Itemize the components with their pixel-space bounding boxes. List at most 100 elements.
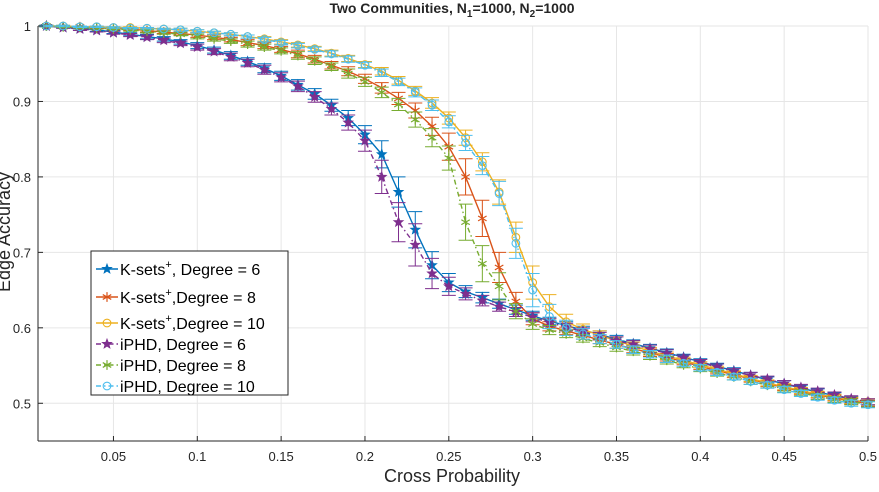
marker-circle <box>494 189 504 198</box>
marker-circle <box>762 380 772 390</box>
marker-asterisk <box>276 46 286 56</box>
marker-circle <box>377 68 387 78</box>
marker-star <box>392 185 405 197</box>
marker-circle <box>192 26 202 36</box>
marker-star <box>157 34 170 46</box>
marker-asterisk <box>427 132 437 143</box>
marker-asterisk <box>293 50 303 61</box>
marker-asterisk <box>377 87 387 98</box>
x-tick-label: 0.35 <box>604 449 629 464</box>
legend-box <box>90 250 289 396</box>
y-tick-label: 0.9 <box>13 94 31 109</box>
marker-circle <box>612 340 621 349</box>
legend-entry-4: iPHD, Degree = 6 <box>96 337 246 354</box>
marker-star <box>476 294 489 306</box>
error-bar <box>307 46 322 53</box>
marker-circle <box>92 22 102 32</box>
marker-circle <box>846 398 856 408</box>
marker-circle <box>662 354 672 364</box>
marker-asterisk <box>444 153 454 163</box>
marker-star <box>101 337 113 349</box>
marker-circle <box>695 363 705 373</box>
legend-label: iPHD, Degree = 8 <box>120 358 246 375</box>
y-axis-label: Edge Accuracy <box>0 172 14 292</box>
marker-circle <box>109 23 118 32</box>
x-tick-label: 0.05 <box>101 449 126 464</box>
series-line <box>46 25 869 403</box>
legend-label: iPHD, Degree = 6 <box>120 337 246 354</box>
y-tick-label: 0.5 <box>13 396 31 411</box>
marker-circle <box>461 138 470 148</box>
x-tick-label: 0.45 <box>772 449 797 464</box>
marker-star <box>409 238 422 250</box>
marker-star <box>459 287 472 299</box>
marker-asterisk <box>528 319 538 329</box>
marker-circle <box>360 60 370 70</box>
marker-star <box>141 31 153 43</box>
error-bar <box>223 32 238 37</box>
marker-circle <box>343 54 353 64</box>
marker-circle <box>746 376 756 386</box>
marker-asterisk <box>477 258 487 269</box>
legend: K-sets+, Degree = 6 K-sets+,Degree = 8 K-s… <box>90 250 289 396</box>
marker-asterisk <box>102 292 112 302</box>
marker-asterisk <box>494 281 504 292</box>
marker-circle <box>394 77 403 87</box>
marker-circle <box>159 24 169 34</box>
marker-circle <box>813 392 823 402</box>
marker-star <box>101 262 113 274</box>
marker-asterisk <box>461 217 471 228</box>
marker-asterisk <box>102 360 112 370</box>
error-bar <box>257 36 272 43</box>
marker-star <box>342 116 355 128</box>
legend-entry-1: K-sets+, Degree = 6 <box>96 259 260 279</box>
legend-entry-2: K-sets+,Degree = 8 <box>96 287 256 307</box>
marker-star <box>443 280 455 292</box>
marker-asterisk <box>343 68 353 79</box>
marker-circle <box>528 285 538 295</box>
error-bar <box>827 396 842 404</box>
marker-circle <box>142 23 152 33</box>
marker-circle <box>729 372 739 382</box>
marker-circle <box>259 35 269 44</box>
y-tick-label: 0.7 <box>13 245 31 260</box>
marker-star <box>292 80 304 92</box>
x-tick-label: 0.2 <box>356 449 374 464</box>
marker-circle <box>58 21 68 31</box>
error-bar <box>777 386 792 394</box>
x-tick-label: 0.5 <box>859 449 877 464</box>
marker-circle <box>125 23 135 33</box>
marker-asterisk <box>360 76 370 87</box>
marker-circle <box>102 381 112 391</box>
marker-star <box>426 267 438 279</box>
x-tick-label: 0.15 <box>268 449 293 464</box>
marker-asterisk <box>209 33 219 44</box>
marker-circle <box>276 38 286 47</box>
marker-circle <box>679 358 688 368</box>
axes: 0.05 0.1 0.15 0.2 0.25 0.3 0.35 0.4 0.45 0.5 0.5 0.… <box>13 19 877 464</box>
series-line <box>46 25 869 406</box>
marker-circle <box>830 395 839 405</box>
marker-circle <box>863 400 873 410</box>
marker-star <box>275 71 287 83</box>
marker-star <box>174 37 187 49</box>
marker-asterisk <box>410 114 420 125</box>
marker-circle <box>444 117 454 127</box>
y-tick-label: 1 <box>24 19 31 34</box>
legend-entry-6: iPHD, Degree = 10 <box>96 379 255 396</box>
marker-circle <box>796 389 806 398</box>
marker-asterisk <box>511 306 521 317</box>
marker-circle <box>310 44 320 54</box>
marker-star <box>375 170 388 182</box>
legend-entry-3: K-sets+,Degree = 10 <box>96 313 265 333</box>
marker-circle <box>511 238 521 248</box>
marker-circle <box>645 349 655 359</box>
marker-circle <box>477 161 487 170</box>
marker-circle <box>293 41 303 51</box>
marker-circle <box>243 32 252 41</box>
x-tick-label: 0.3 <box>524 449 542 464</box>
marker-circle <box>102 318 112 328</box>
